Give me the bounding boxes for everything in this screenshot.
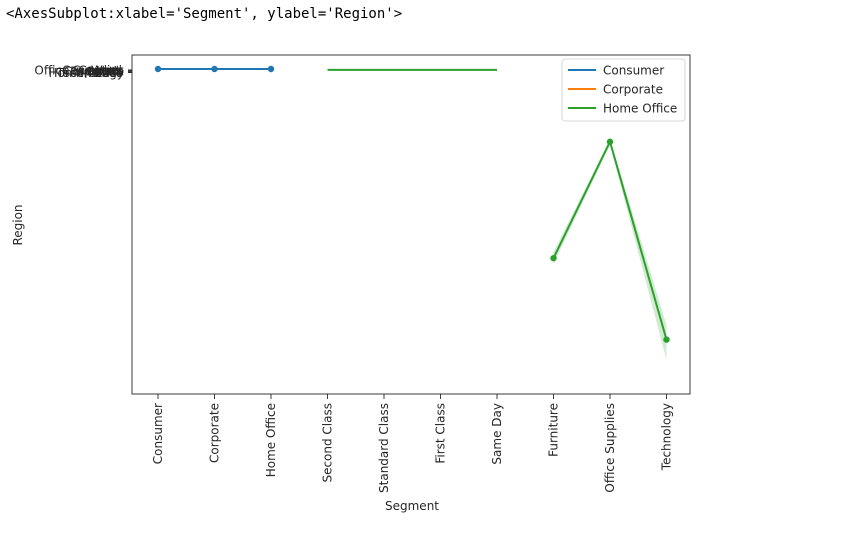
- legend-frame: [561, 58, 686, 122]
- data-point-2-1: [606, 138, 614, 145]
- confidence-bands: [553, 138, 667, 360]
- output-repr: <AxesSubplot:xlabel='Segment', ylabel='R…: [6, 6, 403, 22]
- y-tick-label: Corporate: [64, 65, 124, 79]
- x-tick-label: Same Day: [490, 403, 504, 465]
- y-tick-label: Home Office: [49, 66, 123, 80]
- y-tick-label: Office Supplies: [34, 64, 124, 78]
- x-tick-label: Office Supplies: [603, 403, 617, 493]
- data-point-0-2: [267, 65, 275, 73]
- legend-label: Home Office: [603, 102, 677, 116]
- x-tick-label: Technology: [660, 403, 674, 471]
- y-tick-label: Technology: [56, 66, 124, 80]
- x-tick-label: Standard Class: [377, 403, 391, 493]
- y-axis-ticks: Office SuppliesFurnitureTechnologyConsum…: [34, 64, 132, 80]
- y-tick-label: South: [86, 65, 121, 79]
- series-line-2: [552, 138, 668, 340]
- y-tick-label: Consumer: [62, 64, 123, 78]
- y-tick-label: Central: [78, 64, 122, 78]
- x-tick-label: Second Class: [321, 403, 335, 483]
- data-point-0-0: [154, 65, 162, 73]
- y-tick-label: West: [91, 64, 121, 78]
- legend: Consumer Corporate Home Office: [561, 58, 686, 122]
- ci-band-2: [553, 138, 667, 360]
- data-point-2-0: [550, 254, 557, 262]
- y-axis-label: Region: [11, 204, 25, 245]
- data-point-2-2: [663, 336, 670, 343]
- plot-frame: [131, 54, 691, 395]
- legend-label: Corporate: [603, 83, 663, 97]
- y-tick-label: East: [95, 66, 121, 80]
- x-tick-label: Furniture: [547, 403, 561, 457]
- x-axis-ticks: Consumer Corporate Home Office Second Class…: [151, 394, 674, 493]
- x-tick-label: First Class: [434, 403, 448, 464]
- y-tick-label: Furniture: [70, 65, 124, 79]
- x-axis-label: Segment: [385, 499, 439, 513]
- x-tick-label: Consumer: [151, 403, 165, 464]
- legend-label: Consumer: [603, 64, 664, 78]
- x-tick-label: Corporate: [208, 403, 222, 463]
- x-tick-label: Home Office: [264, 403, 278, 477]
- series-markers: [154, 65, 670, 343]
- data-point-0-1: [211, 65, 218, 73]
